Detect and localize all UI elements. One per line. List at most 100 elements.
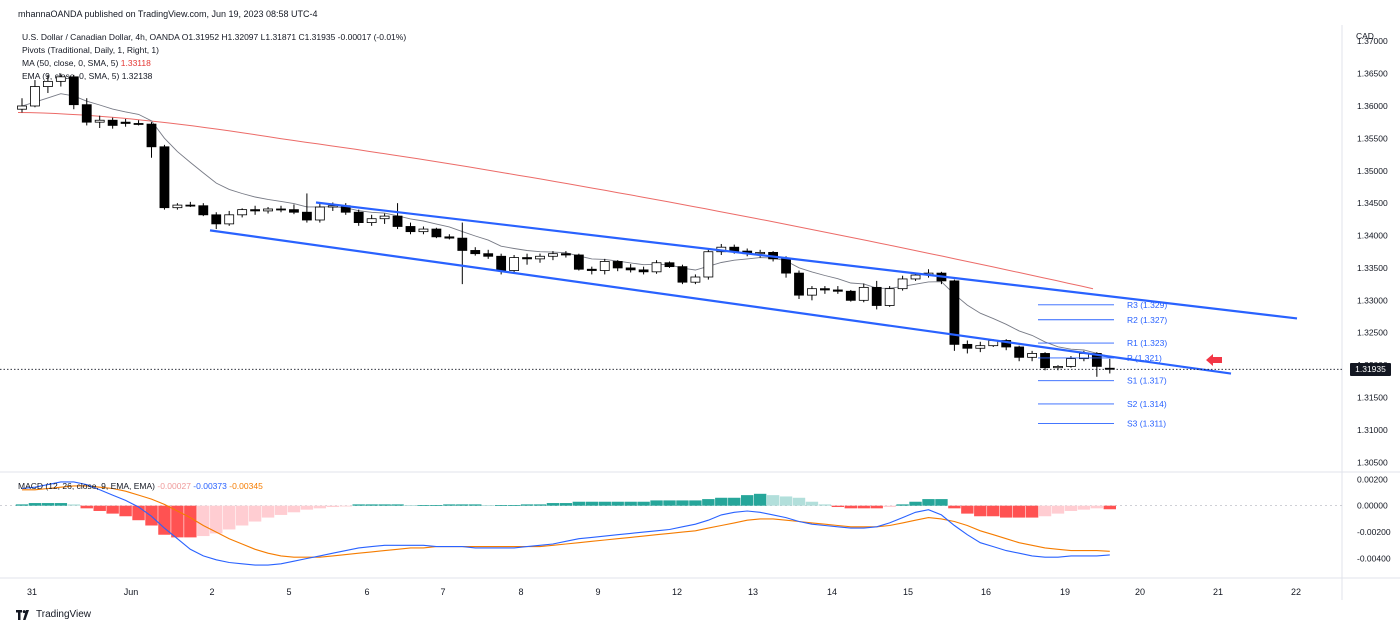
candle-body <box>172 204 183 209</box>
candle-body <box>496 255 507 271</box>
macd-histogram-bar <box>870 505 883 509</box>
candle-body <box>146 123 157 148</box>
candle-body <box>483 253 494 257</box>
macd-histogram-bar <box>210 505 223 534</box>
time-tick-label: 9 <box>595 587 600 597</box>
macd-histogram-bar <box>961 505 974 514</box>
macd-histogram-bar <box>559 503 573 506</box>
macd-histogram-bar <box>922 499 935 506</box>
candle-body <box>237 209 248 216</box>
red-arrow-icon <box>1206 353 1222 366</box>
macd-histogram-bar <box>67 504 80 506</box>
macd-tick-label: 0.00000 <box>1357 501 1388 511</box>
macd-signal-value: -0.00345 <box>229 481 263 491</box>
candle-body <box>794 272 804 296</box>
time-tick-label: Jun <box>124 587 139 597</box>
ema-value: 1.32138 <box>121 71 153 81</box>
channel-lower-line <box>209 229 1232 375</box>
macd-histogram-bar <box>533 504 547 506</box>
macd-histogram-bar <box>1000 505 1013 518</box>
macd-histogram-bar <box>987 505 1000 517</box>
macd-histogram-bar <box>339 505 352 507</box>
macd-histogram-bar <box>197 505 210 537</box>
candle-body <box>224 214 235 225</box>
macd-histogram-bar <box>546 503 560 506</box>
ma-row[interactable]: MA (50, close, 0, SMA, 5) 1.33118 <box>22 57 406 70</box>
macd-histogram-bar <box>28 503 42 506</box>
macd-histogram-bar <box>831 505 845 508</box>
candle-body <box>470 250 481 255</box>
time-tick-label: 14 <box>827 587 837 597</box>
macd-histogram-bar <box>106 505 119 514</box>
macd-histogram-bar <box>598 501 611 506</box>
macd-histogram-bar <box>857 505 870 509</box>
candle-body <box>250 209 261 212</box>
macd-signal-line <box>22 485 1110 558</box>
tradingview-logo-icon <box>16 609 29 620</box>
macd-histogram-bar <box>248 505 262 522</box>
macd-histogram-bar <box>909 501 922 506</box>
candle-body <box>522 257 532 260</box>
macd-histogram-bar <box>585 501 598 506</box>
candle-body <box>651 262 662 273</box>
candle-body <box>832 289 843 292</box>
price-tick-label: 1.32500 <box>1357 328 1388 338</box>
currency-label: CAD <box>1356 31 1374 41</box>
ohlc-values: O1.31952 H1.32097 L1.31871 C1.31935 -0.0… <box>181 32 407 42</box>
macd-histogram-bar <box>779 496 793 506</box>
macd-legend[interactable]: MACD (12, 26, close, 9, EMA, EMA) -0.000… <box>18 481 263 491</box>
time-tick-label: 16 <box>981 587 991 597</box>
candle-body <box>366 218 377 223</box>
candle-body <box>30 86 40 107</box>
symbol-title: U.S. Dollar / Canadian Dollar, 4h, OANDA <box>22 32 180 42</box>
time-tick-label: 13 <box>748 587 758 597</box>
macd-histogram-bar <box>482 505 495 506</box>
candle-body <box>1040 353 1050 369</box>
pivot-level-label: S3 (1.311) <box>1127 418 1166 428</box>
macd-histogram-bar <box>223 505 236 530</box>
time-tick-label: 8 <box>518 587 523 597</box>
ema-row[interactable]: EMA (9, close, 0, SMA, 5) 1.32138 <box>22 70 406 83</box>
candle-body <box>1014 346 1025 358</box>
time-tick-label: 5 <box>286 587 291 597</box>
candle-body <box>405 226 416 233</box>
candle-body <box>133 123 144 125</box>
candle-body <box>975 345 986 349</box>
candle-body <box>392 215 403 227</box>
candle-body <box>755 251 766 255</box>
macd-histogram-bar <box>326 505 339 508</box>
macd-histogram-bar <box>507 505 521 506</box>
candle-body <box>301 211 312 221</box>
macd-histogram-bar <box>404 505 417 506</box>
time-tick-label: 7 <box>440 587 445 597</box>
macd-histogram-bar <box>352 504 365 506</box>
macd-histogram-bar <box>1012 505 1026 518</box>
pivots-label[interactable]: Pivots (Traditional, Daily, 1, Right, 1) <box>22 45 159 55</box>
price-tick-label: 1.31500 <box>1357 393 1388 403</box>
price-tick-label: 1.37000 <box>1357 36 1388 46</box>
candle-body <box>107 119 118 126</box>
pivot-level-label: R2 (1.327) <box>1127 315 1167 325</box>
macd-tick-label: -0.00200 <box>1357 527 1391 537</box>
macd-histogram-bar <box>766 495 780 506</box>
candle-body <box>949 280 960 345</box>
macd-histogram-bar <box>430 505 443 506</box>
pivot-level-label: P (1.321) <box>1127 353 1162 363</box>
macd-histogram-bar <box>637 501 650 506</box>
symbol-row[interactable]: U.S. Dollar / Canadian Dollar, 4h, OANDA… <box>22 31 406 44</box>
candle-body <box>379 215 390 220</box>
macd-histogram-bar <box>313 505 327 509</box>
candle-body <box>211 214 222 225</box>
candle-body <box>314 206 325 221</box>
tradingview-footer[interactable]: TradingView <box>16 609 91 620</box>
pivot-level-label: S1 (1.317) <box>1127 376 1167 386</box>
candle-body <box>612 261 623 269</box>
time-tick-label: 31 <box>27 587 37 597</box>
time-tick-label: 21 <box>1213 587 1223 597</box>
macd-histogram-bar <box>1051 505 1065 514</box>
macd-histogram-bar <box>41 503 55 506</box>
macd-histogram-bar <box>948 505 961 509</box>
macd-histogram-bar <box>689 500 702 506</box>
price-tick-label: 1.35000 <box>1357 166 1388 176</box>
